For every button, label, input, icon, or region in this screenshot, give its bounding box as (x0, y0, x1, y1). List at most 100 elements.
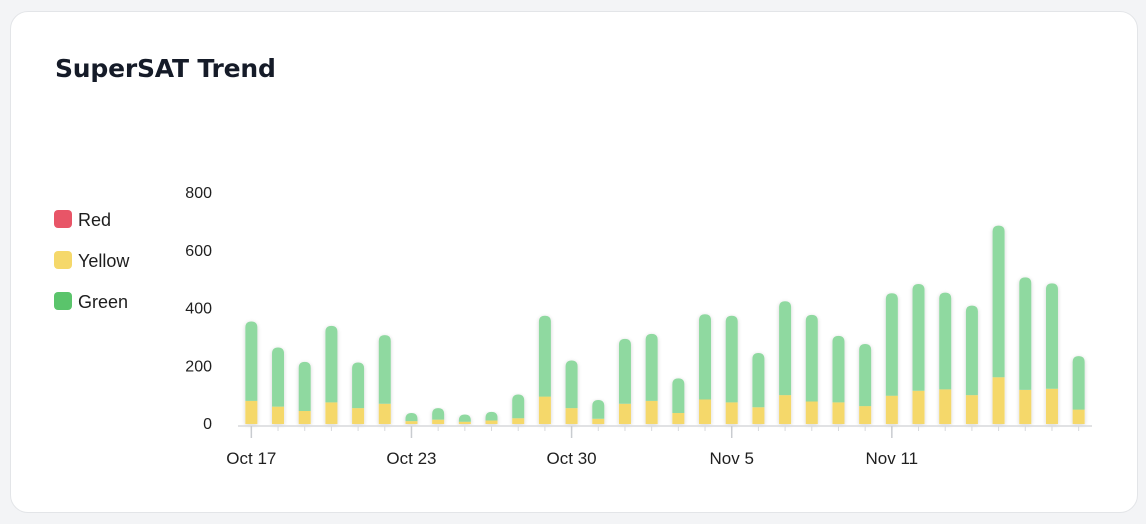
bar-stack[interactable] (378, 335, 391, 424)
bar-stack[interactable] (885, 293, 898, 424)
bar-green[interactable] (752, 352, 765, 408)
bar-green[interactable] (1019, 277, 1032, 390)
bar-stack[interactable] (939, 292, 952, 424)
bar-stack[interactable] (272, 347, 285, 424)
bar-green[interactable] (805, 314, 818, 402)
bar-yellow[interactable] (592, 418, 605, 424)
bar-green[interactable] (272, 347, 285, 407)
bar-green[interactable] (378, 335, 391, 404)
bar-yellow[interactable] (672, 413, 685, 424)
chart-card: SuperSAT Trend Red Yellow Green (10, 11, 1138, 513)
bar-stack[interactable] (672, 378, 685, 424)
bar-yellow[interactable] (912, 390, 925, 424)
bar-stack[interactable] (512, 394, 525, 424)
bar-yellow[interactable] (965, 395, 978, 424)
bar-stack[interactable] (779, 301, 792, 424)
bar-stack[interactable] (1072, 356, 1085, 424)
bar-stack[interactable] (725, 315, 738, 424)
bar-stack[interactable] (432, 408, 445, 424)
bar-stack[interactable] (592, 400, 605, 424)
bar-yellow[interactable] (245, 400, 258, 424)
legend-item-green[interactable]: Green (54, 281, 129, 322)
bar-stack[interactable] (618, 338, 631, 424)
bar-stack[interactable] (645, 333, 658, 424)
bar-green[interactable] (618, 338, 631, 404)
bar-stack[interactable] (405, 413, 418, 424)
bar-green[interactable] (432, 408, 445, 420)
bar-yellow[interactable] (752, 407, 765, 424)
bar-yellow[interactable] (352, 408, 365, 424)
bar-green[interactable] (405, 413, 418, 422)
bar-yellow[interactable] (832, 402, 845, 424)
bar-stack[interactable] (805, 314, 818, 424)
bar-stack[interactable] (298, 361, 311, 424)
bar-yellow[interactable] (725, 402, 738, 424)
bar-yellow[interactable] (1045, 388, 1058, 424)
bar-stack[interactable] (912, 283, 925, 424)
bar-yellow[interactable] (458, 421, 471, 424)
bar-green[interactable] (939, 292, 952, 390)
bar-green[interactable] (992, 225, 1005, 378)
bar-stack[interactable] (485, 411, 498, 424)
bar-yellow[interactable] (885, 395, 898, 424)
bar-green[interactable] (592, 400, 605, 419)
bar-green[interactable] (672, 378, 685, 414)
bar-yellow[interactable] (378, 403, 391, 424)
bar-stack[interactable] (352, 362, 365, 424)
bar-green[interactable] (245, 321, 258, 401)
bar-yellow[interactable] (779, 395, 792, 424)
bar-green[interactable] (458, 414, 471, 422)
bar-green[interactable] (512, 394, 525, 419)
bar-stack[interactable] (699, 314, 712, 424)
bar-green[interactable] (298, 361, 311, 412)
bar-yellow[interactable] (432, 419, 445, 424)
bar-stack[interactable] (565, 360, 578, 424)
bar-stack[interactable] (859, 344, 872, 424)
bar-green[interactable] (325, 325, 338, 403)
legend-item-yellow[interactable]: Yellow (54, 240, 129, 281)
bar-green[interactable] (645, 333, 658, 401)
bar-yellow[interactable] (512, 418, 525, 424)
bar-green[interactable] (352, 362, 365, 409)
bar-yellow[interactable] (645, 400, 658, 424)
bar-green[interactable] (779, 301, 792, 396)
bar-stack[interactable] (992, 225, 1005, 424)
bar-yellow[interactable] (992, 377, 1005, 424)
bar-green[interactable] (859, 344, 872, 407)
bar-stack[interactable] (965, 305, 978, 424)
bar-green[interactable] (885, 293, 898, 396)
bar-stack[interactable] (832, 335, 845, 424)
bar-green[interactable] (1045, 283, 1058, 389)
bar-yellow[interactable] (1072, 409, 1085, 424)
bar-stack[interactable] (245, 321, 258, 424)
bar-yellow[interactable] (859, 406, 872, 424)
bar-green[interactable] (538, 315, 551, 397)
bar-yellow[interactable] (298, 411, 311, 424)
bar-stack[interactable] (1019, 277, 1032, 424)
bar-stack[interactable] (752, 352, 765, 424)
bar-yellow[interactable] (618, 403, 631, 424)
bar-green[interactable] (565, 360, 578, 409)
bar-stack[interactable] (458, 414, 471, 424)
legend-item-red[interactable]: Red (54, 199, 129, 240)
bar-yellow[interactable] (565, 408, 578, 424)
bar-yellow[interactable] (805, 401, 818, 424)
bar-yellow[interactable] (272, 406, 285, 424)
bar-yellow[interactable] (939, 389, 952, 424)
bar-yellow[interactable] (405, 421, 418, 424)
bar-yellow[interactable] (325, 402, 338, 424)
bar-green[interactable] (725, 315, 738, 403)
bar-yellow[interactable] (699, 399, 712, 424)
bar-green[interactable] (965, 305, 978, 396)
bar-green[interactable] (485, 411, 498, 421)
bar-stack[interactable] (538, 315, 551, 424)
bar-yellow[interactable] (485, 420, 498, 424)
bar-yellow[interactable] (538, 396, 551, 424)
bar-stack[interactable] (325, 325, 338, 424)
bar-green[interactable] (1072, 356, 1085, 410)
bar-green[interactable] (912, 283, 925, 391)
bar-green[interactable] (699, 314, 712, 400)
bar-stack[interactable] (1045, 283, 1058, 424)
bar-green[interactable] (832, 335, 845, 403)
bar-yellow[interactable] (1019, 389, 1032, 424)
